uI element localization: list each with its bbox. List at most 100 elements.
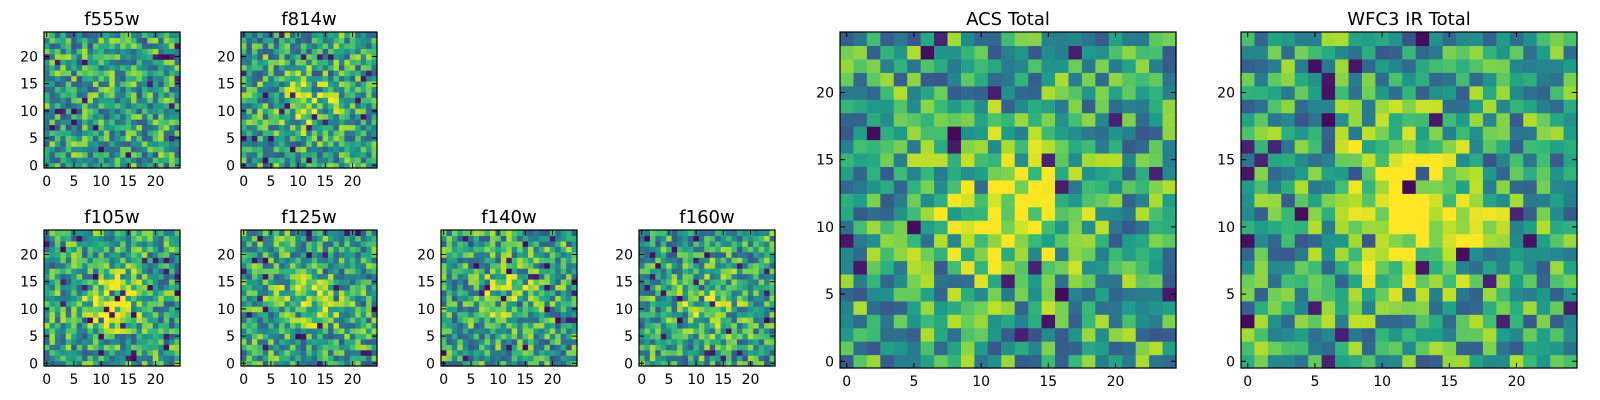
heatmap-cell xyxy=(60,80,67,87)
heatmap-cell xyxy=(1162,354,1177,369)
heatmap-cell xyxy=(1108,85,1123,100)
heatmap-cell xyxy=(360,235,367,242)
heatmap-cell xyxy=(880,206,895,221)
heatmap-cell xyxy=(87,97,94,104)
heatmap-cell xyxy=(273,157,280,164)
heatmap-cell xyxy=(677,235,684,242)
heatmap-cell xyxy=(268,86,275,93)
heatmap-cell xyxy=(241,151,248,158)
heatmap-cell xyxy=(333,349,340,356)
heatmap-cell xyxy=(1108,341,1123,356)
heatmap-cell xyxy=(306,246,313,253)
heatmap-cell xyxy=(295,70,302,77)
heatmap-cell xyxy=(566,289,573,296)
heatmap-cell xyxy=(960,300,975,315)
heatmap-cell xyxy=(720,311,727,318)
heatmap-cell xyxy=(44,284,51,291)
heatmap-cell xyxy=(1014,139,1029,154)
heatmap-cell xyxy=(495,273,502,280)
heatmap-cell xyxy=(1041,32,1056,47)
heatmap-cell xyxy=(251,284,258,291)
heatmap-cell xyxy=(457,360,464,367)
heatmap-cell xyxy=(538,235,545,242)
heatmap-cell xyxy=(103,48,110,55)
heatmap-cell xyxy=(769,317,776,324)
heatmap-cell xyxy=(484,246,491,253)
heatmap-cell xyxy=(241,300,248,307)
heatmap-cell xyxy=(136,108,143,115)
heatmap-cell xyxy=(764,295,771,302)
heatmap-cell xyxy=(1041,112,1056,127)
heatmap-cell xyxy=(1241,152,1256,167)
heatmap-cell xyxy=(65,119,72,126)
heatmap-cell xyxy=(1241,247,1256,262)
heatmap-cell xyxy=(273,251,280,258)
heatmap-cell xyxy=(262,140,269,147)
heatmap-cell xyxy=(371,327,378,334)
heatmap-cell xyxy=(60,48,67,55)
y-tick-label: 5 xyxy=(29,329,38,345)
heatmap-cell xyxy=(284,80,291,87)
heatmap-cell xyxy=(92,344,99,351)
heatmap-cell xyxy=(131,349,138,356)
heatmap-cell xyxy=(125,246,132,253)
heatmap-cell xyxy=(769,311,776,318)
heatmap-cell xyxy=(344,113,351,120)
heatmap-cell xyxy=(366,246,373,253)
heatmap-cell xyxy=(649,311,656,318)
heatmap-cell xyxy=(715,333,722,340)
heatmap-cell xyxy=(736,344,743,351)
heatmap-cell xyxy=(49,355,56,362)
y-tick-label: 10 xyxy=(20,302,38,318)
heatmap-cell xyxy=(169,157,176,164)
heatmap-cell xyxy=(479,246,486,253)
heatmap-cell xyxy=(82,91,89,98)
heatmap-cell xyxy=(1375,193,1390,208)
heatmap-cell xyxy=(366,262,373,269)
heatmap-cell xyxy=(1496,220,1511,235)
heatmap-cell xyxy=(87,257,94,264)
heatmap-cell xyxy=(125,119,132,126)
heatmap-cell xyxy=(54,135,61,142)
heatmap-cell xyxy=(1267,260,1282,275)
heatmap-cell xyxy=(109,37,116,44)
heatmap-cell xyxy=(306,119,313,126)
heatmap-cell xyxy=(257,306,264,313)
heatmap-cell xyxy=(268,102,275,109)
heatmap-cell xyxy=(522,300,529,307)
heatmap-cell xyxy=(506,360,513,367)
axes-frame xyxy=(839,31,1177,369)
heatmap-cell xyxy=(300,306,307,313)
heatmap-cell xyxy=(147,162,154,169)
heatmap-cell xyxy=(639,235,646,242)
heatmap-cell xyxy=(317,230,324,237)
heatmap-cell xyxy=(333,295,340,302)
heatmap-cell xyxy=(163,151,170,158)
heatmap-cell xyxy=(1536,354,1551,369)
heatmap-cell xyxy=(726,311,733,318)
heatmap-cell xyxy=(82,135,89,142)
heatmap-cell xyxy=(147,333,154,340)
heatmap-cell xyxy=(671,344,678,351)
heatmap-cell xyxy=(764,235,771,242)
heatmap-cell xyxy=(644,349,651,356)
heatmap-cell xyxy=(366,230,373,237)
heatmap-cell xyxy=(284,344,291,351)
heatmap-cell xyxy=(1055,287,1070,302)
heatmap-cell xyxy=(92,240,99,247)
heatmap-cell xyxy=(649,246,656,253)
heatmap-cell xyxy=(355,306,362,313)
heatmap-cell xyxy=(731,327,738,334)
heatmap-cell xyxy=(1402,193,1417,208)
heatmap-cell xyxy=(98,64,105,71)
heatmap-cell xyxy=(571,257,578,264)
heatmap-cell xyxy=(158,97,165,104)
heatmap-cell xyxy=(366,278,373,285)
heatmap-cell xyxy=(141,124,148,131)
heatmap-cell xyxy=(1536,247,1551,262)
heatmap-cell xyxy=(934,152,949,167)
heatmap-cell xyxy=(311,235,318,242)
heatmap-cell xyxy=(98,108,105,115)
heatmap-cell xyxy=(549,338,556,345)
heatmap-cell xyxy=(709,240,716,247)
